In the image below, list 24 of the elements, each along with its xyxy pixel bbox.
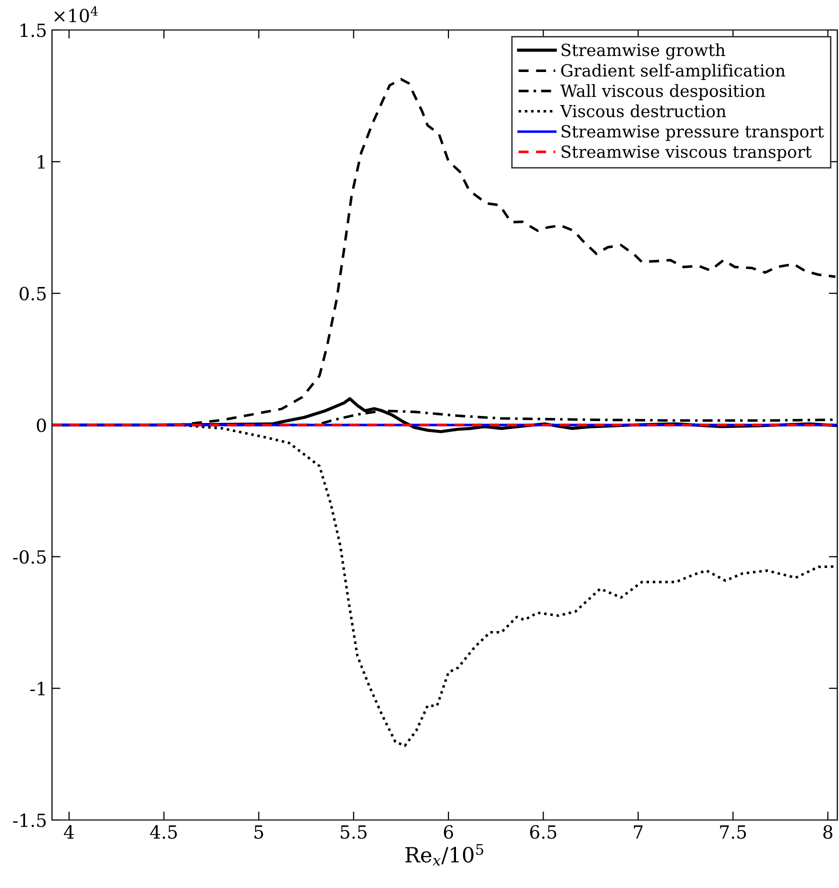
legend-label: Gradient self-amplification	[561, 64, 786, 80]
x-tick-label: 5.5	[340, 825, 367, 839]
x-tick-label: 7.5	[720, 825, 746, 839]
legend-label: Streamwise viscous transport	[562, 145, 812, 162]
x-tick-label: 7	[634, 825, 643, 839]
y-tick-label: -0.5	[13, 550, 46, 564]
y-tick-label: 1.5	[20, 23, 46, 38]
y-tick-label: -1.5	[13, 813, 46, 828]
x-tick-label: 5	[254, 825, 264, 839]
legend-label: Streamwise growth	[562, 43, 726, 60]
x-tick-label: 8	[823, 825, 832, 839]
y-tick-label: 1	[38, 155, 45, 169]
x-axis-title: Re$_{x}$/10$^{5}$	[406, 844, 484, 866]
text: ×10$^{4}$	[54, 6, 98, 22]
x-tick-label: 6	[444, 825, 454, 839]
y-tick-label: -1	[30, 682, 45, 696]
legend-label: Viscous destruction	[560, 104, 726, 118]
x-tick-label: 4.5	[150, 825, 177, 839]
legend-label: Wall viscous desposition	[560, 84, 766, 100]
x-tick-label: 4	[64, 825, 74, 839]
y-tick-label: 0	[36, 418, 46, 432]
y-tick-label: 0.5	[20, 286, 46, 300]
x-tick-label: 6.5	[530, 825, 556, 839]
legend-label: Streamwise pressure transport	[562, 125, 824, 141]
